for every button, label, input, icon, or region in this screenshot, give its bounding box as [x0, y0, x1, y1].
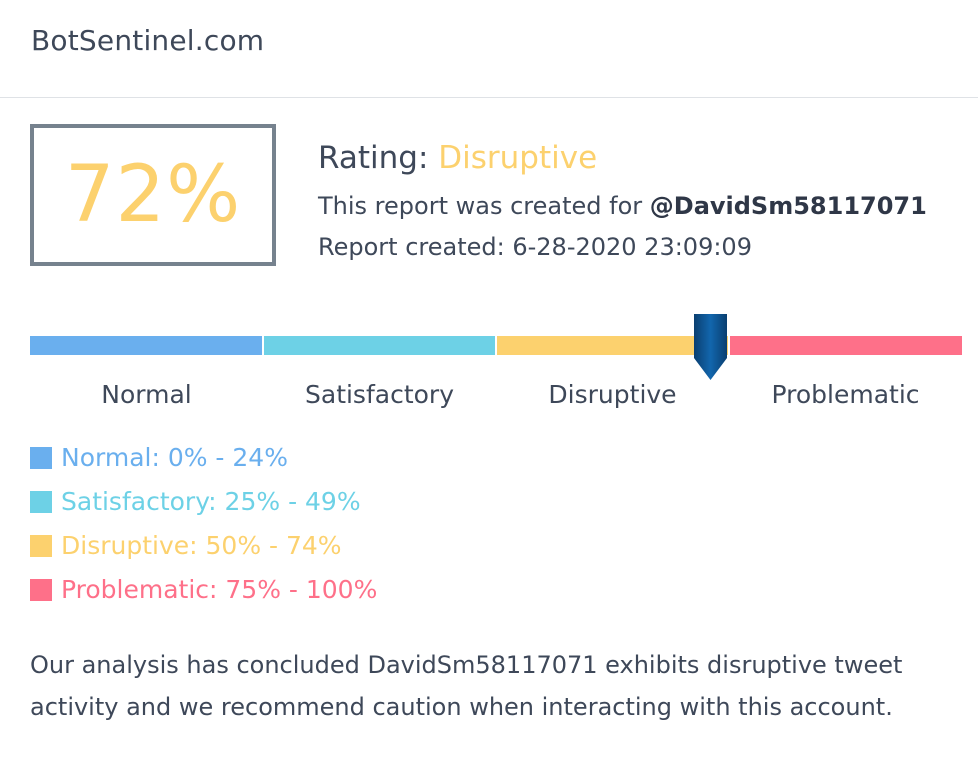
legend-text: Disruptive: 50% - 74%	[61, 531, 342, 560]
conclusion-text: Our analysis has concluded DavidSm581170…	[30, 651, 903, 721]
legend-text: Problematic: 75% - 100%	[61, 575, 378, 604]
rating-label: Rating:	[318, 140, 429, 176]
site-header: BotSentinel.com	[0, 0, 978, 98]
account-handle[interactable]: @DavidSm58117071	[649, 192, 927, 220]
rating-line: Rating: Disruptive	[318, 140, 597, 176]
report-created-date: 6-28-2020 23:09:09	[512, 233, 752, 261]
scale-segment-problematic	[730, 336, 962, 355]
legend-item-problematic: Problematic: 75% - 100%	[30, 575, 450, 605]
legend-swatch	[30, 535, 52, 557]
scale-label-problematic: Problematic	[771, 380, 920, 409]
scale-pointer-icon	[692, 312, 729, 382]
scale-segment-satisfactory	[264, 336, 495, 355]
legend-item-normal: Normal: 0% - 24%	[30, 443, 450, 473]
legend-text: Normal: 0% - 24%	[61, 443, 288, 472]
report-created-label: Report created:	[318, 233, 505, 261]
scale-segment-normal	[30, 336, 262, 355]
legend-swatch	[30, 491, 52, 513]
legend-item-disruptive: Disruptive: 50% - 74%	[30, 531, 450, 561]
rating-value: Disruptive	[438, 140, 598, 176]
scale-label-disruptive: Disruptive	[548, 380, 677, 409]
scale-segment-disruptive	[497, 336, 728, 355]
legend-item-satisfactory: Satisfactory: 25% - 49%	[30, 487, 450, 517]
scale-label-normal: Normal	[101, 380, 192, 409]
rating-scale-bar	[30, 336, 962, 355]
scale-label-satisfactory: Satisfactory	[305, 380, 454, 409]
score-value: 72%	[64, 150, 242, 240]
legend-swatch	[30, 447, 52, 469]
report-created-line: Report created: 6-28-2020 23:09:09	[318, 233, 752, 261]
report-for-line: This report was created for @DavidSm5811…	[318, 192, 927, 220]
report-for-text: This report was created for	[318, 192, 643, 220]
score-box: 72%	[30, 124, 276, 266]
legend-text: Satisfactory: 25% - 49%	[61, 487, 361, 516]
legend-swatch	[30, 579, 52, 601]
site-title[interactable]: BotSentinel.com	[31, 24, 265, 57]
